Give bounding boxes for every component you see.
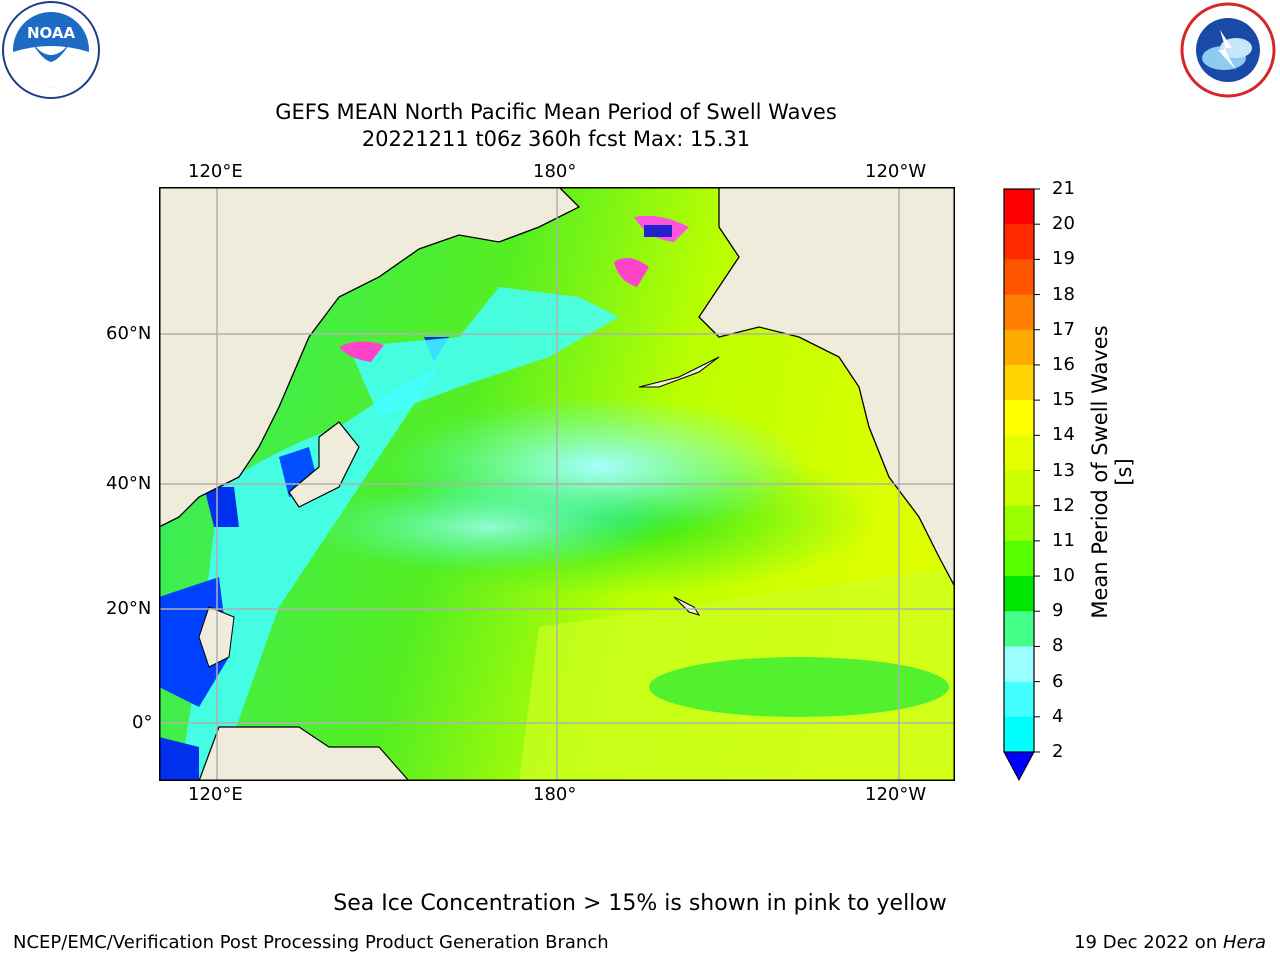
colorbar-tick-label: 15: [1052, 389, 1075, 411]
footer-credit: NCEP/EMC/Verification Post Processing Pr…: [13, 932, 609, 953]
sea-ice-note: Sea Ice Concentration > 15% is shown in …: [333, 891, 947, 916]
map-gridlines: [159, 187, 955, 781]
colorbar-tick-label: 10: [1052, 565, 1075, 587]
footer-date-text: 19 Dec 2022 on: [1074, 932, 1223, 953]
colorbar-min-arrow: [1003, 751, 1035, 782]
colorbar-label: Mean Period of Swell Waves [s]: [1088, 325, 1136, 619]
asia-landmass: [159, 187, 581, 528]
colorbar-tick-label: 17: [1052, 318, 1075, 340]
lon-label-bottom-180: 180°: [533, 784, 577, 805]
colorbar-tick-label: 2: [1052, 741, 1064, 762]
footer-host: Hera: [1222, 932, 1266, 953]
colorbar-tick-label: 13: [1052, 459, 1075, 481]
colorbar-tick-label: 6: [1052, 670, 1064, 692]
colorbar-segment: [1004, 259, 1034, 296]
colorbar-tick-label: 18: [1052, 283, 1075, 305]
colorbar-segment: [1004, 540, 1034, 577]
swell-period-map: [159, 187, 955, 781]
lon-label-top-120w: 120°W: [865, 161, 927, 182]
lat-label-40n: 40°N: [106, 473, 152, 494]
lat-label-0: 0°: [132, 712, 153, 733]
colorbar-segment: [1004, 189, 1034, 225]
lon-label-bottom-120w: 120°W: [865, 784, 927, 805]
colorbar-tick-label: 12: [1052, 494, 1075, 516]
lat-label-20n: 20°N: [106, 598, 152, 619]
colorbar-segment: [1004, 329, 1034, 366]
nws-logo: [1180, 2, 1276, 98]
svg-text:NOAA: NOAA: [27, 24, 76, 42]
colorbar-segment: [1004, 576, 1034, 612]
colorbar-tick-label: 9: [1052, 600, 1064, 622]
colorbar-segment: [1004, 224, 1034, 260]
colorbar-segment: [1004, 681, 1034, 718]
colorbar-segment: [1004, 470, 1034, 507]
colorbar-tick-label: 19: [1052, 248, 1075, 270]
colorbar-tick-label: 11: [1052, 529, 1075, 551]
colorbar-tick-label: 4: [1052, 705, 1064, 727]
map-frame: [159, 187, 955, 781]
lat-label-60n: 60°N: [106, 323, 152, 344]
japan-landmass: [288, 421, 360, 508]
lon-label-top-120e: 120°E: [188, 161, 243, 182]
colorbar-segment: [1004, 294, 1034, 331]
colorbar-segment: [1004, 646, 1034, 683]
colorbar: [1003, 188, 1040, 782]
colorbar-segment: [1004, 435, 1034, 471]
chart-subtitle: 20221211 t06z 360h fcst Max: 15.31: [361, 127, 751, 151]
colorbar-segment: [1004, 611, 1034, 647]
colorbar-segment: [1004, 400, 1034, 436]
north-america-landmass: [698, 187, 955, 588]
colorbar-tick-label: 16: [1052, 353, 1075, 375]
colorbar-tick-label: 20: [1052, 213, 1075, 235]
lon-label-bottom-120e: 120°E: [188, 784, 243, 805]
maritime-continent-landmass: [198, 726, 410, 781]
colorbar-tick-label: 8: [1052, 635, 1064, 657]
colorbar-tick-label: 14: [1052, 424, 1075, 446]
lon-label-top-180: 180°: [533, 161, 577, 182]
colorbar-segment: [1004, 505, 1034, 542]
footer-date: 19 Dec 2022 on Hera: [1074, 932, 1266, 953]
colorbar-segment: [1004, 364, 1034, 401]
chart-title: GEFS MEAN North Pacific Mean Period of S…: [275, 100, 837, 124]
noaa-logo: NOAA: [2, 1, 100, 99]
colorbar-tick-label: 21: [1052, 178, 1075, 199]
colorbar-segment: [1004, 716, 1034, 753]
